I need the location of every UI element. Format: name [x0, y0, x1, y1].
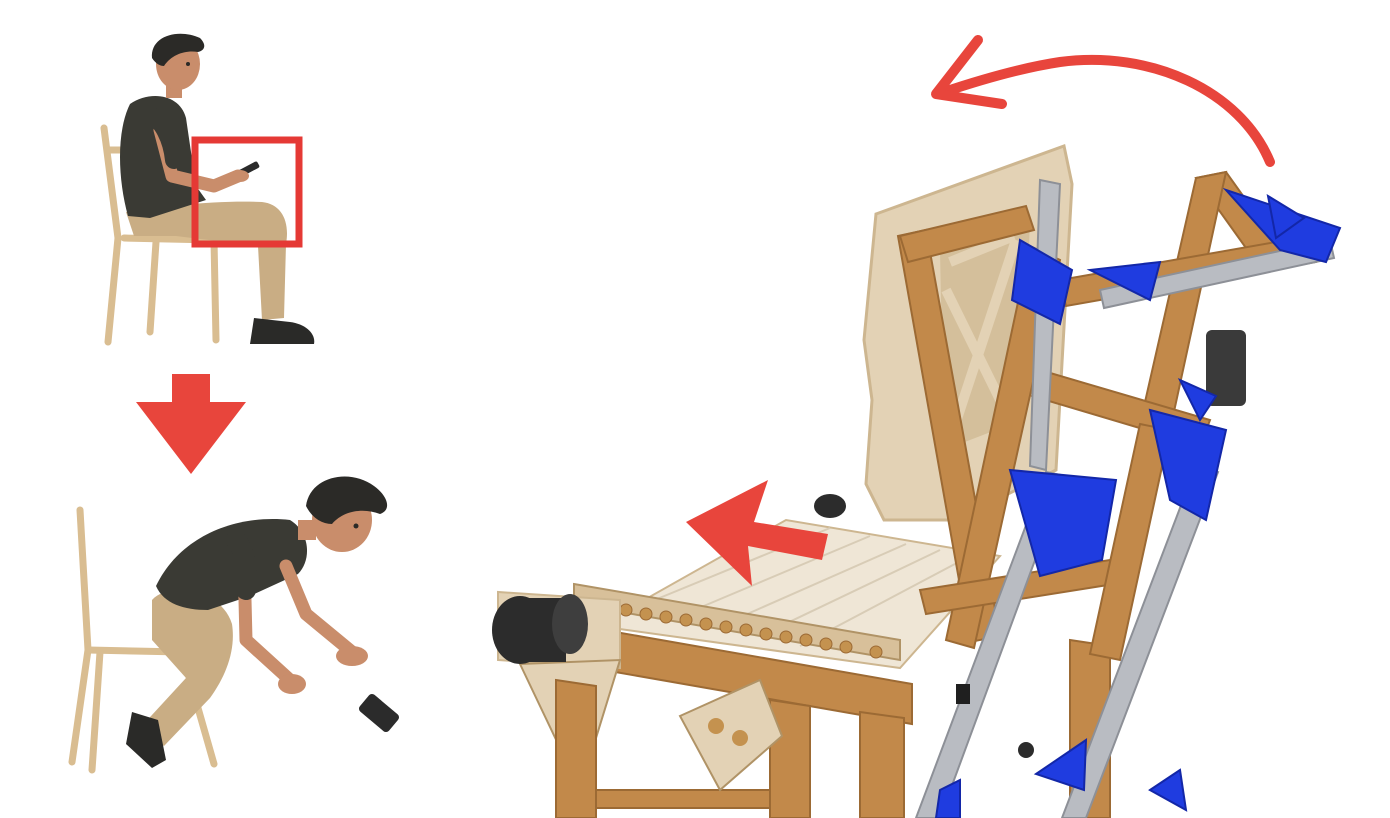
hair-bending — [306, 476, 388, 524]
shoe-bending — [126, 712, 166, 768]
roller-motor — [492, 590, 622, 793]
dowel-row — [619, 603, 883, 659]
shirt-bending — [156, 519, 308, 610]
sitting-person-illustration — [100, 33, 315, 346]
dropped-phone — [359, 693, 399, 733]
curved-arrow-icon — [931, 35, 1275, 167]
highlight-box — [191, 136, 303, 248]
machine-render — [492, 144, 1342, 818]
chair-top — [100, 124, 220, 346]
shoe — [250, 318, 315, 344]
actuator — [1206, 330, 1246, 406]
pants — [126, 201, 287, 320]
down-arrow-icon — [136, 374, 246, 474]
bending-person-illustration — [68, 476, 399, 774]
pants-bending — [140, 589, 233, 746]
a-frame — [896, 170, 1318, 662]
blue-brackets — [934, 187, 1342, 818]
aluminum-extrusions — [914, 178, 1336, 818]
hair — [151, 33, 205, 66]
left-arrow-icon — [686, 480, 828, 586]
